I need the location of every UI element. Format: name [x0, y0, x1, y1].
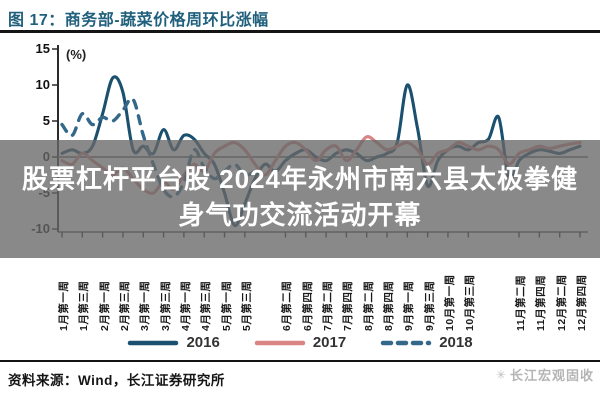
y-axis-unit-label: (%) [66, 47, 87, 62]
brand-logo-icon: ✳ [495, 367, 507, 382]
brand-logo: ✳ 长江宏观固收 [496, 365, 594, 384]
x-tick-label: 4月第三周 [200, 280, 213, 331]
x-tick-label: 12月第四周 [576, 274, 588, 331]
x-tick-label: 10月第一周 [443, 274, 456, 331]
watermark-text: 股票杠杆平台股 2024年永州市南六县太极拳健身气功交流活动开幕 [21, 164, 579, 230]
legend-swatch-2016 [128, 340, 179, 345]
x-tick-label: 11月第二周 [515, 274, 528, 331]
x-tick-label: 8月第四周 [383, 280, 396, 331]
figure-title: 图 17：商务部-蔬菜价格周环比涨幅 [8, 12, 269, 29]
y-tick-label: 10 [35, 77, 50, 92]
x-tick-label: 7月第四周 [342, 280, 355, 331]
brand-logo-text: 长江宏观固收 [509, 368, 594, 383]
y-tick-label: 5 [42, 113, 50, 128]
bottom-rule [0, 360, 600, 362]
x-tick-label: 9月第一周 [403, 280, 416, 331]
x-tick-label: 9月第三周 [423, 280, 436, 331]
legend-item-2018: 2018 [380, 334, 473, 351]
legend-label-2018: 2018 [439, 334, 473, 351]
x-tick-label: 4月第一周 [179, 280, 192, 331]
x-tick-label: 6月第二周 [281, 280, 294, 331]
x-tick-label: 6月第四周 [301, 280, 314, 331]
top-rule [0, 30, 600, 33]
legend-label-2017: 2017 [312, 334, 347, 351]
x-tick-label: 10月第三周 [464, 274, 477, 331]
x-tick-label: 8月第二周 [362, 280, 375, 331]
x-tick-label: 2月第一周 [98, 280, 111, 331]
legend-label-2016: 2016 [186, 334, 220, 351]
x-tick-label: 5月第一周 [220, 280, 233, 331]
x-tick-label: 12月第二周 [555, 274, 568, 331]
legend-item-2017: 2017 [254, 334, 346, 351]
x-tick-label: 2月第三周 [118, 280, 131, 331]
legend-item-2016: 2016 [127, 334, 220, 351]
x-tick-label: 1月第三周 [78, 280, 91, 331]
x-tick-label: 11月第四周 [535, 274, 548, 331]
y-tick-label: 15 [35, 41, 50, 56]
legend-swatch-2017 [254, 340, 306, 345]
x-tick-label: 1月第一周 [58, 280, 70, 331]
legend-swatch-2018 [380, 340, 432, 345]
chart-legend: 2016 2017 2018 [0, 334, 600, 351]
x-tick-label: 3月第三周 [159, 280, 172, 331]
x-tick-label: 5月第三周 [240, 280, 253, 331]
data-source-note: 资料来源：Wind，长江证券研究所 [8, 373, 225, 388]
x-tick-label: 7月第二周 [322, 280, 335, 331]
x-tick-label: 3月第一周 [139, 280, 152, 331]
